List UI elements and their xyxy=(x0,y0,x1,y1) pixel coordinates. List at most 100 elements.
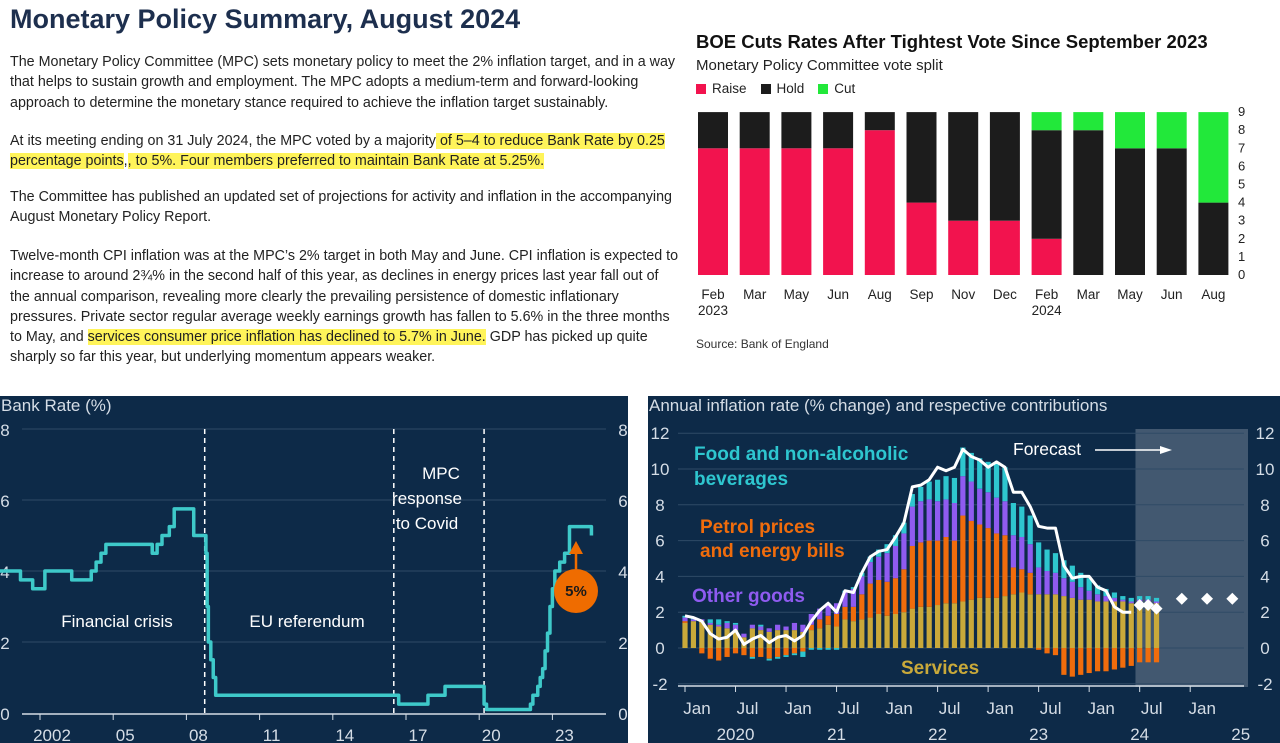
bar-segment-services xyxy=(867,617,873,648)
label-food-line2: beverages xyxy=(694,469,788,490)
y-tick-label-right: 8 xyxy=(618,421,627,440)
inflation-panel: Annual inflation rate (% change) and res… xyxy=(648,396,1280,743)
bar-segment-food xyxy=(833,648,840,650)
bar-segment-food xyxy=(935,479,941,502)
x-tick-label: 08 xyxy=(189,726,208,743)
bar-segment-other-goods xyxy=(1069,581,1075,598)
bar-segment-food xyxy=(1027,515,1033,545)
bar-segment-hold xyxy=(864,112,895,131)
badge-arrow-head xyxy=(569,541,583,554)
bar-segment-hold xyxy=(1198,202,1229,275)
bar-segment-other-goods xyxy=(876,556,882,580)
bar-segment-energy xyxy=(1078,648,1084,675)
bar-segment-energy xyxy=(1128,648,1134,666)
bar-segment-energy xyxy=(1052,648,1059,656)
rate-badge-label: 5% xyxy=(565,583,587,600)
forecast-point xyxy=(1133,599,1146,612)
y-tick-label-right: 4 xyxy=(1260,567,1269,586)
bar-segment-energy xyxy=(968,520,974,600)
bar-segment-hold xyxy=(781,112,812,149)
y-tick-label-right: 0 xyxy=(1260,639,1269,658)
bar-segment-services xyxy=(850,621,856,648)
bar-segment-other-goods xyxy=(766,628,772,632)
bar-segment-energy xyxy=(951,540,958,604)
x-tick-label: 17 xyxy=(409,726,428,743)
bar-segment-food xyxy=(943,476,949,500)
x-tick-label: Nov xyxy=(951,287,975,302)
bar-segment-other-goods xyxy=(707,622,713,625)
bar-segment-food xyxy=(825,648,831,650)
bar-segment-services xyxy=(1120,601,1126,648)
bar-segment-food xyxy=(1052,553,1059,573)
bar-segment-other-goods xyxy=(1002,501,1008,536)
bar-segment-food xyxy=(1145,596,1151,600)
annotation-financial-crisis: Financial crisis xyxy=(61,612,172,631)
bar-segment-energy xyxy=(682,621,688,623)
bar-segment-services xyxy=(1111,601,1118,648)
y-tick-label-left: 0 xyxy=(655,639,664,658)
bar-segment-food xyxy=(766,658,772,661)
bar-segment-energy xyxy=(775,648,781,657)
x-tick-label: Jul xyxy=(1141,699,1163,718)
bar-segment-other-goods xyxy=(918,501,924,543)
x-tick-label: Jul xyxy=(737,699,759,718)
x-tick-label: Jan xyxy=(885,699,912,718)
legend-item-cut: Cut xyxy=(818,81,855,96)
bar-segment-food xyxy=(909,494,915,507)
bar-segment-services xyxy=(901,612,907,648)
bar-segment-energy xyxy=(1036,648,1042,650)
bar-segment-raise xyxy=(739,148,770,275)
y-tick-label: 9 xyxy=(1238,104,1245,119)
bar-segment-services xyxy=(926,606,932,648)
bar-segment-food xyxy=(775,656,781,659)
bar-segment-other-goods xyxy=(775,624,781,631)
bar-segment-services xyxy=(977,597,983,648)
bar-segment-energy xyxy=(884,581,890,616)
bar-segment-energy xyxy=(1027,572,1033,595)
bar-segment-services xyxy=(1128,603,1134,648)
bar-segment-other-goods xyxy=(1061,578,1067,597)
bar-segment-hold xyxy=(1156,148,1187,275)
bar-segment-services xyxy=(842,619,848,648)
bar-segment-food xyxy=(1002,467,1008,502)
bar-segment-other-goods xyxy=(1120,599,1126,602)
bar-segment-food xyxy=(808,648,814,650)
x-tick-label: 11 xyxy=(263,726,281,743)
bar-segment-services xyxy=(1010,594,1016,648)
bank-rate-panel: Bank Rate (%) 0 0 2 2 4 4 6 6 8 8 2002 05 08 11 14 17 20… xyxy=(0,396,628,743)
x-tick-year-label: 24 xyxy=(1130,725,1149,743)
x-tick-year-label: 22 xyxy=(928,725,947,743)
y-tick-label-right: 4 xyxy=(618,563,627,582)
bar-segment-energy xyxy=(791,648,798,654)
paragraph-inflation: Twelve-month CPI inflation was at the MP… xyxy=(10,246,682,368)
paragraph-vote: At its meeting ending on 31 July 2024, t… xyxy=(10,131,682,172)
label-other-goods: Other goods xyxy=(692,586,805,607)
bar-segment-food xyxy=(901,522,907,534)
bar-segment-food xyxy=(1111,592,1118,598)
bar-segment-food xyxy=(1086,578,1092,591)
bar-segment-other-goods xyxy=(682,617,688,622)
paragraph-mandate: The Monetary Policy Committee (MPC) sets… xyxy=(10,54,676,111)
bar-segment-energy xyxy=(1044,648,1050,654)
bar-segment-services xyxy=(1094,601,1101,648)
bar-segment-services xyxy=(1086,599,1092,648)
bank-rate-title: Bank Rate (%) xyxy=(1,396,112,415)
x-tick-year-label: 25 xyxy=(1231,725,1250,743)
bar-segment-services xyxy=(884,615,890,648)
bar-segment-energy xyxy=(1103,648,1109,672)
y-tick-label-right: 0 xyxy=(618,705,627,724)
bar-segment-services xyxy=(892,613,899,648)
bar-segment-energy xyxy=(935,540,941,606)
x-tick-label: Dec xyxy=(993,287,1017,302)
highlight-bank-rate: , to 5%. Four members preferred to maint… xyxy=(127,153,545,170)
bar-segment-energy xyxy=(850,606,856,622)
bar-segment-energy xyxy=(741,648,747,656)
rate-badge xyxy=(554,569,598,613)
bar-segment-cut xyxy=(1156,112,1187,149)
bar-segment-services xyxy=(909,608,915,648)
bar-segment-energy xyxy=(876,579,882,614)
forecast-point xyxy=(1226,592,1239,605)
bar-segment-food xyxy=(968,452,974,482)
